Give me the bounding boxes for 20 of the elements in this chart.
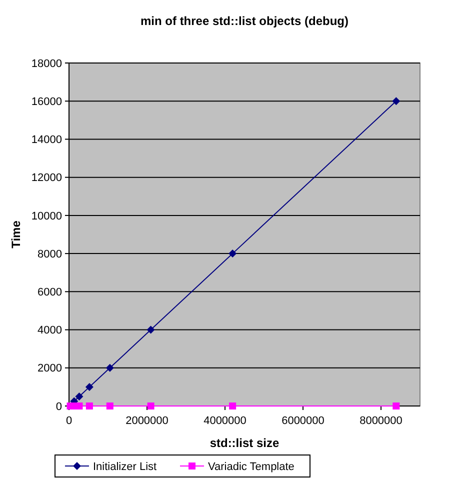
y-tick-label: 8000 — [38, 248, 62, 260]
y-tick-label: 4000 — [38, 324, 62, 337]
x-tick-label: 2000000 — [126, 415, 168, 427]
y-tick-label: 10000 — [31, 210, 62, 222]
x-axis-title: std::list size — [210, 436, 280, 450]
x-tick-label: 6000000 — [282, 415, 324, 427]
x-tick-label: 8000000 — [360, 415, 402, 427]
legend-label: Initializer List — [93, 460, 157, 473]
chart-title: min of three std::list objects (debug) — [140, 14, 349, 28]
y-tick-label: 6000 — [38, 286, 62, 299]
legend-label: Variadic Template — [208, 460, 294, 473]
y-axis-title: Time — [9, 220, 23, 248]
y-tick-label: 0 — [56, 400, 62, 413]
x-tick-label: 0 — [66, 415, 72, 427]
x-tick-label: 4000000 — [204, 415, 246, 427]
y-tick-label: 2000 — [38, 362, 62, 375]
y-tick-label: 16000 — [31, 96, 62, 108]
y-tick-label: 18000 — [31, 58, 62, 70]
y-tick-label: 12000 — [31, 172, 62, 184]
y-tick-label: 14000 — [31, 134, 62, 146]
